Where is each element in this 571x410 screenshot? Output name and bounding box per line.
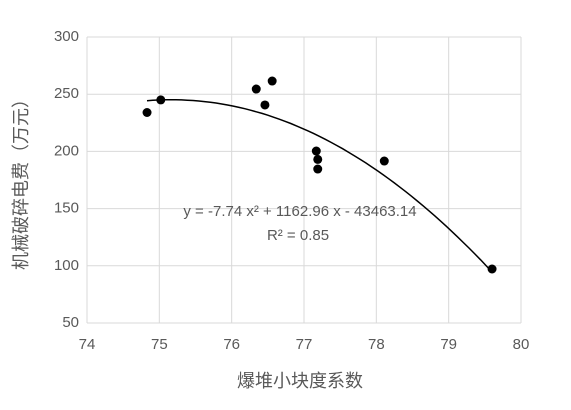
x-tick-label: 77 — [296, 336, 313, 353]
scatter-point — [156, 95, 166, 105]
x-tick-label: 76 — [223, 336, 240, 353]
y-tick-label: 100 — [54, 257, 79, 274]
y-tick-label: 300 — [54, 28, 79, 45]
y-tick-label: 200 — [54, 142, 79, 159]
scatter-point — [142, 108, 152, 118]
trendline-equation: y = -7.74 x² + 1162.96 x - 43463.14 — [183, 203, 416, 220]
scatter-point — [311, 146, 321, 156]
y-tick-label: 50 — [62, 314, 79, 331]
x-tick-label: 79 — [440, 336, 457, 353]
trendline — [146, 99, 493, 273]
y-axis-label: 机械破碎电费（万元） — [11, 90, 31, 270]
scatter-point — [251, 84, 261, 94]
x-tick-label: 80 — [513, 336, 530, 353]
trendline-equation: R² = 0.85 — [267, 227, 329, 244]
x-tick-label: 74 — [79, 336, 96, 353]
x-tick-label: 78 — [368, 336, 385, 353]
x-axis-label: 爆堆小块度系数 — [237, 371, 363, 391]
x-tick-label: 75 — [151, 336, 168, 353]
scatter-point — [487, 264, 497, 274]
y-tick-label: 150 — [54, 200, 79, 217]
scatter-point — [267, 76, 277, 86]
scatter-point — [379, 156, 389, 166]
scatter-point — [260, 100, 270, 110]
scatter-point — [313, 154, 323, 164]
y-tick-label: 250 — [54, 85, 79, 102]
scatter-point — [313, 164, 323, 174]
